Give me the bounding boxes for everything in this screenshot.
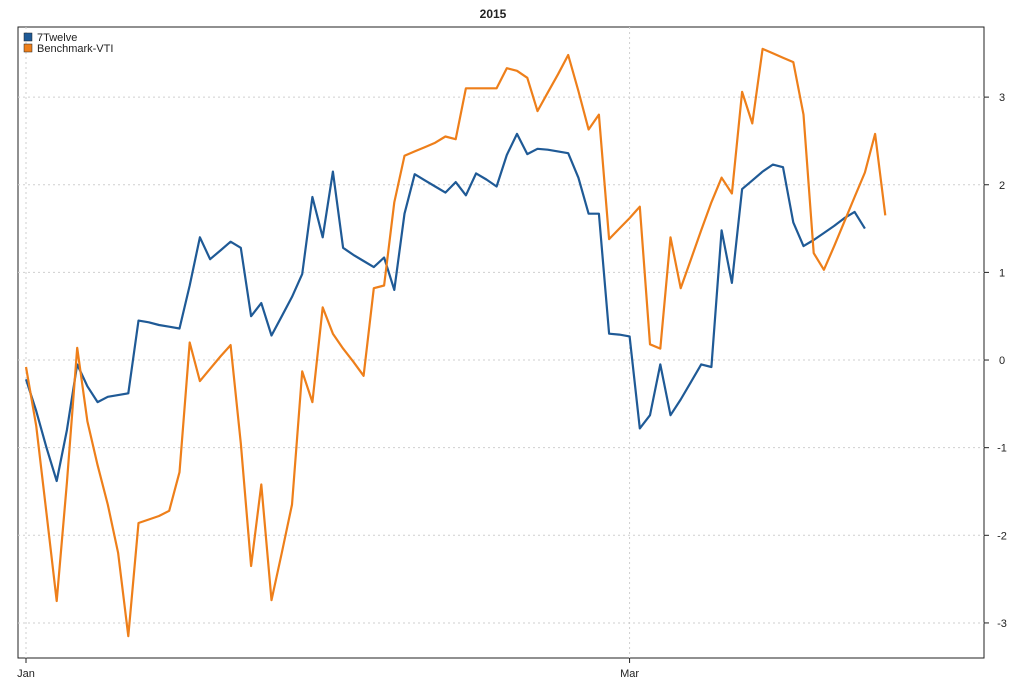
legend-swatch (23, 43, 33, 53)
grid-lines (18, 27, 984, 658)
y-tick-label: 0 (999, 355, 1005, 367)
series-lines (24, 47, 887, 638)
y-tick-label: 2 (999, 180, 1005, 192)
legend-swatch (23, 32, 33, 42)
x-tick-label: Mar (620, 668, 639, 680)
legend-label: Benchmark-VTI (37, 43, 113, 55)
y-tick-label: 3 (999, 92, 1005, 104)
series-line-7twelve (24, 132, 866, 483)
series-line-benchmark-vti (24, 47, 887, 638)
y-tick-label: 1 (999, 267, 1005, 279)
y-tick-label: -2 (997, 530, 1007, 542)
legend-label: 7Twelve (37, 32, 77, 44)
chart-title: 2015 (480, 7, 507, 21)
y-tick-label: -3 (997, 618, 1007, 630)
x-tick-label: Jan (17, 668, 35, 680)
plot-area (17, 26, 985, 659)
axes: -3 -2 -1 0 1 2 3 Jan Mar (17, 92, 1007, 680)
y-tick-label: -1 (997, 443, 1007, 455)
